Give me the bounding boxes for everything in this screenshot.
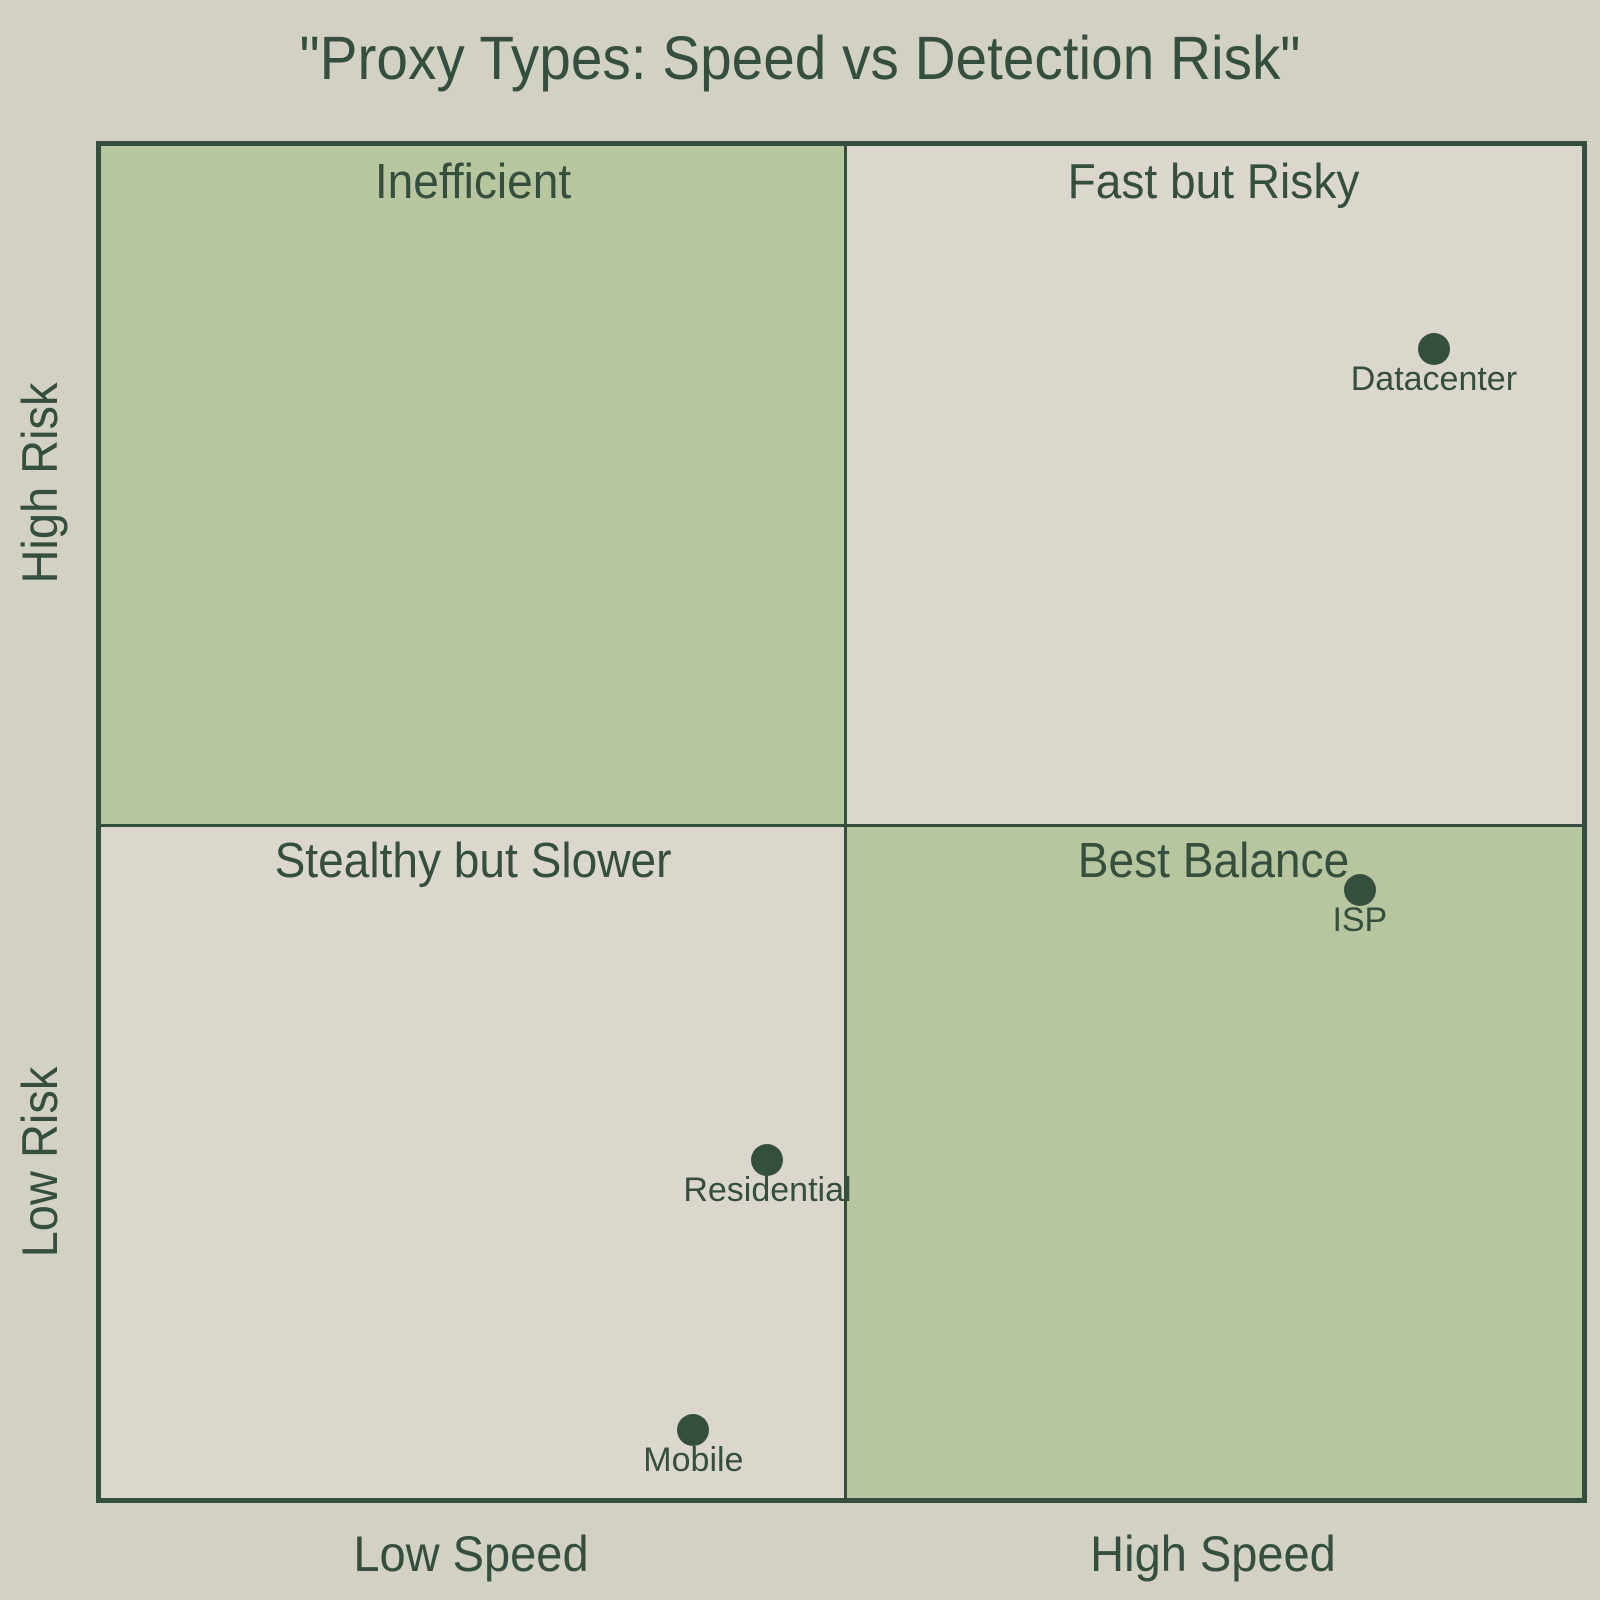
chart-title: "Proxy Types: Speed vs Detection Risk" [299, 24, 1301, 92]
data-point-residential [751, 1144, 784, 1176]
quadrant-label-best-balance: Best Balance [1077, 834, 1350, 888]
data-point-mobile [677, 1414, 710, 1447]
quadrant-bottom-right: Best Balance [845, 825, 1582, 1498]
y-axis-high-label: High Risk [12, 382, 68, 584]
data-point-label: Datacenter [1350, 359, 1518, 398]
y-axis-low-label: Low Risk [12, 1066, 68, 1258]
vertical-divider [844, 146, 847, 1498]
quadrant-top-right: Fast but Risky [845, 146, 1582, 825]
quadrant-label-stealthy-but-slower: Stealthy but Slower [274, 834, 672, 888]
data-point-label: ISP [1332, 900, 1388, 939]
data-point-label: Mobile [643, 1441, 744, 1480]
x-axis-low-label: Low Speed [353, 1526, 589, 1582]
data-point-label: Residential [683, 1171, 852, 1209]
x-axis-high-label: High Speed [1090, 1526, 1336, 1582]
data-point-datacenter [1417, 332, 1450, 365]
quadrant-plot-area: Inefficient Fast but Risky Stealthy but … [96, 141, 1587, 1503]
quadrant-label-fast-but-risky: Fast but Risky [1067, 155, 1360, 209]
quadrant-bottom-left: Stealthy but Slower [101, 825, 845, 1498]
data-point-isp [1343, 873, 1376, 906]
horizontal-divider [101, 824, 1582, 827]
quadrant-label-inefficient: Inefficient [374, 155, 572, 209]
quadrant-top-left: Inefficient [101, 146, 845, 825]
